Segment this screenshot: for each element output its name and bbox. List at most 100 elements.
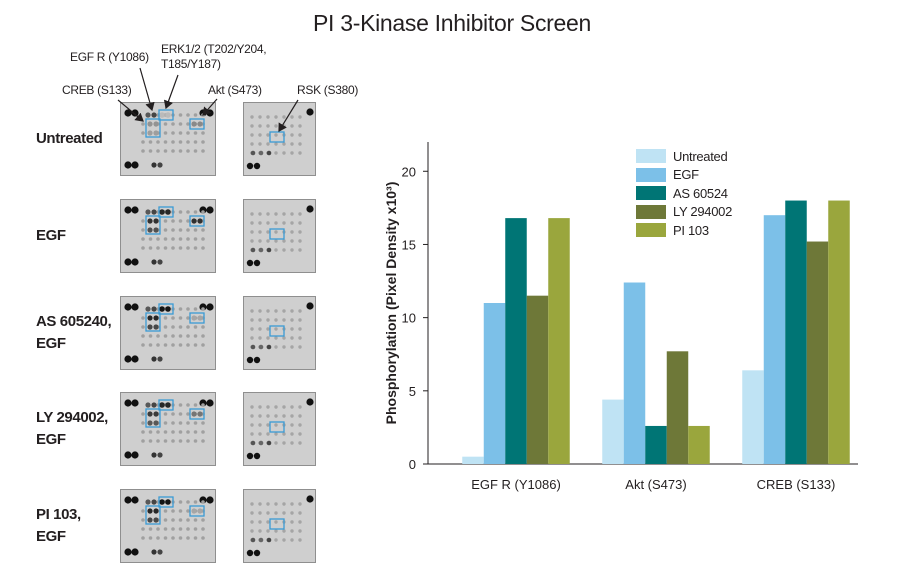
blot-spot <box>141 316 145 320</box>
blot-spot <box>266 440 272 446</box>
blot-spot <box>131 206 139 214</box>
blot-spot <box>171 334 175 338</box>
blot-spot <box>193 131 198 135</box>
blot-spot <box>298 502 302 506</box>
blot-spot <box>282 221 286 225</box>
blot-spot <box>147 508 153 514</box>
blot-spot <box>156 334 160 338</box>
blot-spot <box>193 421 198 425</box>
blot-spot <box>258 537 264 543</box>
blot-spot <box>250 432 254 436</box>
blot-spot <box>165 402 171 408</box>
blot-spot <box>193 237 198 241</box>
blot-spot <box>131 109 139 117</box>
blot-spot <box>141 536 145 540</box>
blot-spot <box>171 149 175 153</box>
blot-spot <box>282 318 286 322</box>
blot-spot <box>141 430 145 434</box>
blot-spot <box>163 518 168 522</box>
blot-spot <box>186 237 190 241</box>
blot-spot <box>282 345 286 349</box>
blot-spot <box>151 356 157 362</box>
blot-spot <box>201 237 205 241</box>
blot-spot <box>274 239 278 243</box>
blot-spot <box>186 527 190 531</box>
blot-spot <box>131 355 139 363</box>
blot-spot <box>201 536 205 540</box>
row-label-egf: EGF <box>36 225 66 247</box>
blot-spot <box>290 432 294 436</box>
blot-spot <box>258 405 262 409</box>
blot-spot <box>124 206 132 214</box>
blot-spot <box>250 115 254 119</box>
blot-spot <box>282 538 286 542</box>
highlight-box <box>145 408 161 428</box>
blot-left-4 <box>120 489 216 563</box>
blot-spot <box>290 336 294 340</box>
blot-spot <box>178 228 183 232</box>
blot-spot <box>157 259 163 265</box>
highlight-box <box>145 118 161 138</box>
blot-spot <box>141 246 145 250</box>
legend-item: PI 103 <box>636 221 732 240</box>
blot-spot <box>193 140 198 144</box>
blot-spot <box>274 441 278 445</box>
highlight-box <box>189 215 205 227</box>
blot-spot <box>171 430 175 434</box>
blot-spot <box>266 318 270 322</box>
blot-spot <box>151 452 157 458</box>
blot-spot <box>193 149 198 153</box>
blot-spot <box>274 538 278 542</box>
highlight-box <box>158 206 174 218</box>
blot-spot <box>274 309 278 313</box>
blot-spot <box>197 315 203 321</box>
blot-spot <box>199 496 207 504</box>
blot-spot <box>148 343 153 347</box>
blot-spot <box>282 502 286 506</box>
blot-spot <box>258 511 262 515</box>
row-label-untreated: Untreated <box>36 128 103 150</box>
blot-spot <box>186 509 190 513</box>
blot-spot <box>156 149 160 153</box>
blot-spot <box>274 327 278 331</box>
blot-spot <box>282 212 286 216</box>
blot-spot <box>290 221 294 225</box>
blot-spot <box>199 399 207 407</box>
blot-spot <box>201 307 205 311</box>
blot-spot <box>201 334 205 338</box>
row-label-line2: EGF <box>36 431 66 448</box>
blot-spot <box>206 399 214 407</box>
blot-spot <box>131 303 139 311</box>
blot-right-1 <box>243 199 316 273</box>
blot-spot <box>266 537 272 543</box>
blot-spot <box>165 499 171 505</box>
blot-spot <box>258 150 264 156</box>
blot-spot <box>178 131 183 135</box>
blot-spot <box>201 403 205 407</box>
blot-spot <box>250 124 254 128</box>
blot-spot <box>191 315 197 321</box>
blot-spot <box>131 399 139 407</box>
blot-spot <box>124 303 132 311</box>
blot-spot <box>178 509 183 513</box>
blot-spot <box>282 239 286 243</box>
legend-item: AS 60524 <box>636 184 732 203</box>
blot-spot <box>246 549 254 557</box>
highlight-box <box>145 505 161 525</box>
blot-spot <box>163 509 168 513</box>
blot-spot <box>290 423 294 427</box>
row-label-line2: EGF <box>36 335 66 352</box>
blot-spot <box>178 325 183 329</box>
blot-spot <box>274 529 278 533</box>
blot-spot <box>266 142 270 146</box>
legend-label: Untreated <box>673 148 728 164</box>
blot-spot <box>186 122 190 126</box>
legend-label: AS 60524 <box>673 185 728 201</box>
blot-spot <box>250 423 254 427</box>
annotation-egfr: EGF R (Y1086) <box>70 50 149 64</box>
blot-spot <box>266 239 270 243</box>
blot-spot <box>197 508 203 514</box>
blot-spot <box>258 239 262 243</box>
legend-swatch <box>636 149 666 164</box>
blot-spot <box>298 221 302 225</box>
